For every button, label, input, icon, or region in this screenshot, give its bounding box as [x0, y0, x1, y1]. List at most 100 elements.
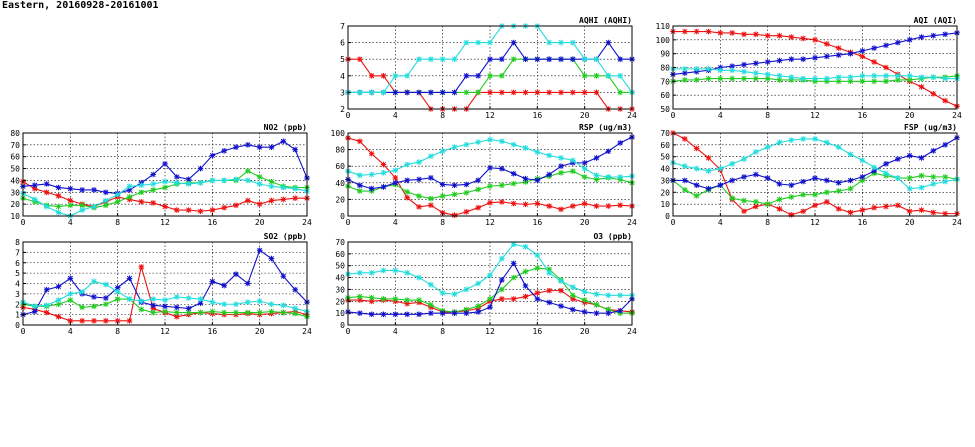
data-point [268, 255, 275, 262]
data-point [800, 56, 806, 62]
data-point [788, 137, 795, 143]
series-blue [670, 134, 960, 192]
x-tick-label: 4 [68, 218, 73, 227]
data-point [197, 180, 204, 186]
data-point [593, 176, 600, 183]
data-point [209, 308, 216, 315]
data-point [693, 66, 700, 72]
x-tick-label: 20 [580, 327, 590, 336]
data-point [522, 283, 529, 289]
data-point [103, 197, 109, 204]
data-point [91, 303, 97, 310]
data-point [717, 30, 724, 36]
data-point [705, 168, 712, 174]
x-tick-label: 12 [485, 327, 495, 336]
data-point [114, 191, 121, 198]
data-point [233, 271, 239, 277]
data-point [522, 145, 529, 151]
data-point [510, 39, 517, 46]
x-tick-label: 20 [580, 218, 590, 227]
data-point [380, 267, 387, 274]
data-point [475, 204, 481, 211]
data-point [570, 157, 576, 164]
series-cyan [670, 66, 960, 82]
data-point [800, 136, 806, 142]
data-point [197, 208, 204, 215]
data-point [392, 296, 399, 302]
data-point [942, 142, 948, 148]
data-point [906, 185, 913, 192]
data-point [717, 67, 724, 74]
data-point [741, 61, 747, 68]
data-point [392, 311, 399, 318]
series-red [20, 264, 310, 324]
data-point [487, 136, 493, 143]
data-point [693, 28, 700, 35]
data-point [268, 183, 275, 190]
data-point [522, 56, 529, 62]
data-point [693, 182, 700, 188]
x-tick-label: 0 [21, 218, 26, 227]
y-tick-label: 70 [335, 238, 345, 247]
data-point [824, 139, 830, 146]
data-point [522, 268, 529, 275]
data-point [581, 289, 588, 295]
data-point [380, 161, 387, 168]
data-point [357, 182, 363, 189]
data-point [729, 63, 735, 69]
data-point [558, 163, 564, 169]
data-point [439, 181, 446, 188]
data-point [534, 296, 541, 302]
data-point [570, 296, 576, 302]
data-point [150, 302, 156, 309]
data-point [906, 77, 913, 83]
data-point [558, 170, 564, 176]
data-point [103, 318, 109, 324]
data-point [463, 286, 470, 293]
x-tick-label: 4 [393, 111, 398, 120]
y-tick-label: 40 [660, 165, 670, 174]
data-point [499, 56, 505, 62]
data-point [416, 274, 422, 281]
data-point [256, 309, 263, 316]
data-point [174, 174, 180, 180]
data-point [292, 305, 298, 312]
y-tick-label: 0 [340, 321, 345, 330]
data-point [764, 75, 771, 82]
data-point [103, 189, 109, 196]
data-point [439, 148, 446, 155]
data-point [510, 170, 517, 177]
data-point [292, 286, 298, 293]
data-point [439, 290, 446, 296]
x-tick-label: 12 [160, 327, 170, 336]
data-point [209, 299, 216, 305]
data-point [185, 207, 192, 213]
y-tick-label: 30 [660, 176, 670, 185]
data-point [357, 172, 363, 179]
data-point [292, 310, 298, 317]
data-point [32, 185, 38, 192]
data-point [439, 310, 446, 316]
data-point [428, 302, 434, 308]
data-point [510, 200, 517, 207]
data-point [693, 145, 700, 152]
data-point [859, 53, 866, 60]
data-point [800, 208, 806, 215]
data-point [534, 200, 541, 207]
data-point [883, 161, 889, 167]
data-point [103, 281, 109, 288]
data-point [581, 56, 588, 62]
data-point [197, 296, 204, 302]
series-cyan [670, 136, 960, 192]
data-point [534, 177, 541, 184]
data-point [487, 199, 493, 206]
data-point [67, 297, 74, 303]
data-point [245, 177, 251, 184]
data-point [918, 172, 925, 179]
data-point [510, 260, 517, 267]
data-point [824, 198, 830, 205]
y-tick-label: 100 [331, 129, 346, 138]
data-point [256, 174, 263, 180]
x-tick-label: 16 [858, 218, 868, 227]
